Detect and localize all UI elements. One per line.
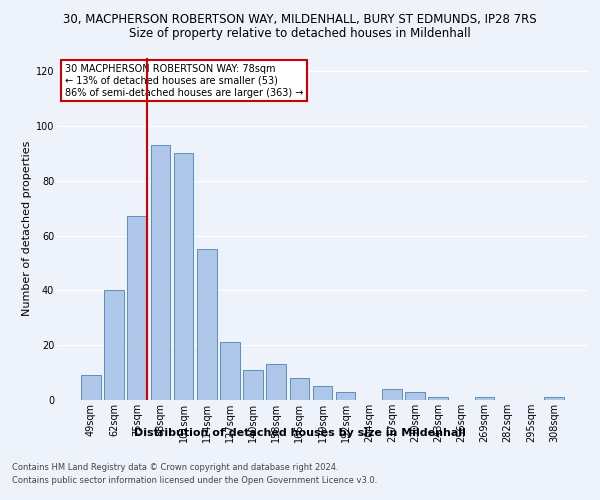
- Y-axis label: Number of detached properties: Number of detached properties: [22, 141, 32, 316]
- Bar: [475, 398, 494, 400]
- Bar: [266, 364, 286, 400]
- Bar: [197, 250, 217, 400]
- Text: Contains public sector information licensed under the Open Government Licence v3: Contains public sector information licen…: [12, 476, 377, 485]
- Bar: [243, 370, 263, 400]
- Bar: [382, 389, 402, 400]
- Bar: [127, 216, 147, 400]
- Bar: [428, 398, 448, 400]
- Bar: [544, 398, 564, 400]
- Text: 30 MACPHERSON ROBERTSON WAY: 78sqm
← 13% of detached houses are smaller (53)
86%: 30 MACPHERSON ROBERTSON WAY: 78sqm ← 13%…: [65, 64, 304, 98]
- Text: Distribution of detached houses by size in Mildenhall: Distribution of detached houses by size …: [134, 428, 466, 438]
- Bar: [336, 392, 355, 400]
- Bar: [313, 386, 332, 400]
- Text: 30, MACPHERSON ROBERTSON WAY, MILDENHALL, BURY ST EDMUNDS, IP28 7RS: 30, MACPHERSON ROBERTSON WAY, MILDENHALL…: [63, 12, 537, 26]
- Text: Contains HM Land Registry data © Crown copyright and database right 2024.: Contains HM Land Registry data © Crown c…: [12, 462, 338, 471]
- Bar: [220, 342, 240, 400]
- Bar: [290, 378, 309, 400]
- Bar: [104, 290, 124, 400]
- Text: Size of property relative to detached houses in Mildenhall: Size of property relative to detached ho…: [129, 28, 471, 40]
- Bar: [151, 145, 170, 400]
- Bar: [405, 392, 425, 400]
- Bar: [81, 376, 101, 400]
- Bar: [174, 154, 193, 400]
